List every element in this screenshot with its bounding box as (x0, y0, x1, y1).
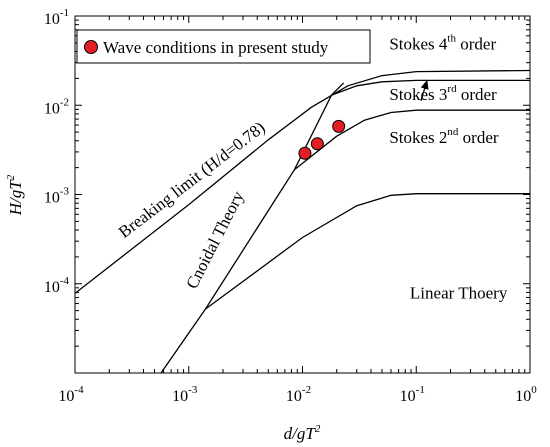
y-tick-label: 10-4 (44, 275, 70, 296)
annotation-stokes-2nd: Stokes 2nd order (389, 126, 499, 147)
ticks-layer: 10-4 10-3 10-2 10-1 100 10-4 10-3 10-2 10-1 (44, 7, 537, 405)
curve-breaking-limit (74, 69, 531, 294)
curves-layer (74, 69, 531, 374)
x-tick-label: 100 (515, 384, 537, 405)
points-layer (298, 119, 346, 160)
y-tick-label: 10-1 (44, 7, 69, 28)
plot-frame (74, 15, 531, 374)
data-point-1 (298, 146, 312, 160)
y-tick-label: 10-3 (44, 186, 70, 207)
annotation-stokes-3rd: Stokes 3rd order (389, 83, 497, 104)
annotation-cnoidal: Cnoidal Theory (182, 188, 248, 292)
arrow-head (420, 79, 429, 90)
legend-marker (84, 40, 98, 54)
data-point-3 (332, 119, 346, 133)
annotations-layer: Stokes 4th order Stokes 3rd order Stokes 2… (115, 33, 508, 303)
x-tick-label: 10-2 (286, 384, 311, 405)
curve-cnoidal-boundary (160, 82, 345, 374)
data-point-2 (310, 137, 324, 151)
annotation-stokes-4th: Stokes 4th order (389, 33, 496, 54)
legend-label: Wave conditions in present study (103, 38, 329, 57)
x-tick-label: 10-1 (400, 384, 425, 405)
x-axis-label: d/gT2 (284, 423, 321, 443)
curve-stokes-3rd-2nd-boundary (294, 109, 530, 171)
legend-box (76, 29, 371, 64)
x-tick-label: 10-4 (58, 384, 84, 405)
annotation-breaking: Breaking limit (H/d=0.78) (115, 118, 269, 242)
y-tick-label: 10-2 (44, 96, 69, 117)
curve-stokes-2nd-linear-boundary (205, 193, 530, 310)
x-tick-label: 10-3 (172, 384, 198, 405)
legend: Wave conditions in present study (76, 29, 371, 64)
curve-stokes-4th-3rd-boundary (331, 79, 530, 96)
annotation-linear: Linear Thoery (410, 284, 508, 303)
arrow-layer (420, 79, 429, 102)
y-axis-label: H/gT2 (5, 174, 25, 216)
